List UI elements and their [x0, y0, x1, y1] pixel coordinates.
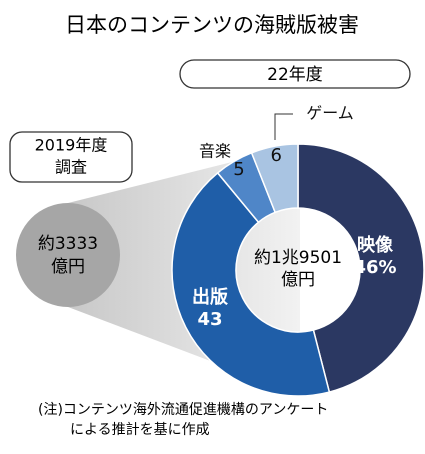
value-label: 6 [271, 145, 282, 166]
value-label: 46% [353, 257, 396, 278]
segment-name: ゲーム [306, 104, 354, 123]
note: (注)コンテンツ海外流通促進機構のアンケート [38, 402, 328, 418]
comparison-box [9, 131, 133, 183]
value-label: 43 [197, 309, 222, 330]
center-label: 億円 [281, 270, 315, 290]
comparison-circle [16, 203, 120, 307]
subtitle: 22年度 [267, 65, 323, 85]
comparison-label: 調査 [55, 158, 87, 177]
segment-name: 音楽 [199, 142, 231, 161]
donut-segment [171, 171, 331, 397]
center-label: 約1兆9501 [254, 248, 342, 268]
leader-line [274, 113, 293, 140]
chart-title: 日本のコンテンツの海賊版被害 [65, 13, 359, 37]
comparison-value: 約3333 [38, 234, 98, 254]
subtitle-badge [179, 59, 411, 89]
donut-segment [297, 143, 425, 393]
segment-name: 出版 [192, 286, 228, 308]
segment-name: 映像 [357, 234, 394, 256]
value-label: 5 [233, 159, 244, 180]
comparison-value: 億円 [51, 257, 85, 277]
donut-segment [250, 143, 299, 214]
comparison-label: 2019年度 [35, 136, 108, 155]
note: による推計を基に作成 [70, 421, 210, 438]
